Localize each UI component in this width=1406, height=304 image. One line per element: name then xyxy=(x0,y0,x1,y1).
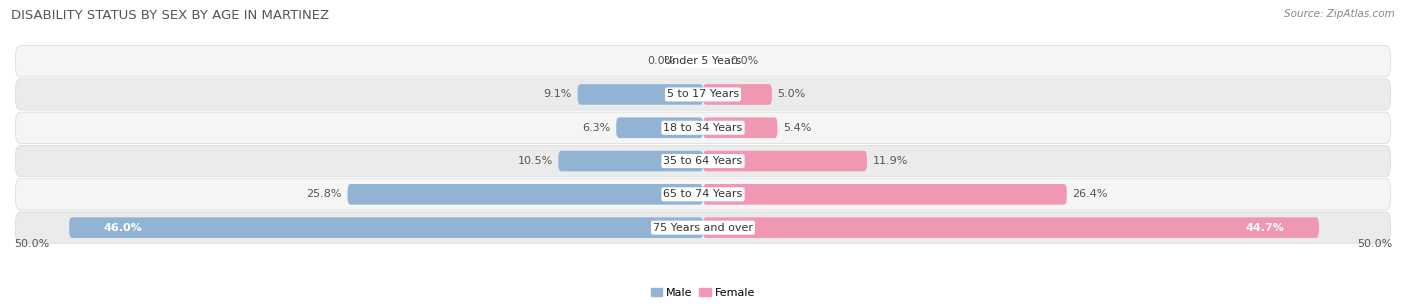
Text: 44.7%: 44.7% xyxy=(1246,223,1285,233)
FancyBboxPatch shape xyxy=(15,112,1391,143)
Text: 26.4%: 26.4% xyxy=(1073,189,1108,199)
FancyBboxPatch shape xyxy=(616,117,703,138)
Text: 50.0%: 50.0% xyxy=(14,239,49,249)
FancyBboxPatch shape xyxy=(69,217,703,238)
Text: DISABILITY STATUS BY SEX BY AGE IN MARTINEZ: DISABILITY STATUS BY SEX BY AGE IN MARTI… xyxy=(11,9,329,22)
Text: 46.0%: 46.0% xyxy=(104,223,142,233)
FancyBboxPatch shape xyxy=(703,151,868,171)
Text: 25.8%: 25.8% xyxy=(307,189,342,199)
FancyBboxPatch shape xyxy=(15,212,1391,243)
Text: 5 to 17 Years: 5 to 17 Years xyxy=(666,89,740,99)
Legend: Male, Female: Male, Female xyxy=(647,284,759,302)
Text: 18 to 34 Years: 18 to 34 Years xyxy=(664,123,742,133)
FancyBboxPatch shape xyxy=(703,117,778,138)
Text: 35 to 64 Years: 35 to 64 Years xyxy=(664,156,742,166)
FancyBboxPatch shape xyxy=(578,84,703,105)
FancyBboxPatch shape xyxy=(703,217,1319,238)
Text: 11.9%: 11.9% xyxy=(873,156,908,166)
FancyBboxPatch shape xyxy=(15,145,1391,177)
FancyBboxPatch shape xyxy=(703,184,1067,205)
Text: 5.0%: 5.0% xyxy=(778,89,806,99)
Text: 9.1%: 9.1% xyxy=(544,89,572,99)
Text: 75 Years and over: 75 Years and over xyxy=(652,223,754,233)
FancyBboxPatch shape xyxy=(703,84,772,105)
Text: 0.0%: 0.0% xyxy=(731,56,759,66)
FancyBboxPatch shape xyxy=(15,46,1391,77)
Text: 50.0%: 50.0% xyxy=(1357,239,1392,249)
Text: Source: ZipAtlas.com: Source: ZipAtlas.com xyxy=(1284,9,1395,19)
FancyBboxPatch shape xyxy=(15,179,1391,210)
FancyBboxPatch shape xyxy=(558,151,703,171)
Text: Under 5 Years: Under 5 Years xyxy=(665,56,741,66)
Text: 65 to 74 Years: 65 to 74 Years xyxy=(664,189,742,199)
Text: 6.3%: 6.3% xyxy=(582,123,610,133)
FancyBboxPatch shape xyxy=(15,79,1391,110)
FancyBboxPatch shape xyxy=(347,184,703,205)
Text: 5.4%: 5.4% xyxy=(783,123,811,133)
Text: 0.0%: 0.0% xyxy=(647,56,675,66)
Text: 10.5%: 10.5% xyxy=(517,156,553,166)
